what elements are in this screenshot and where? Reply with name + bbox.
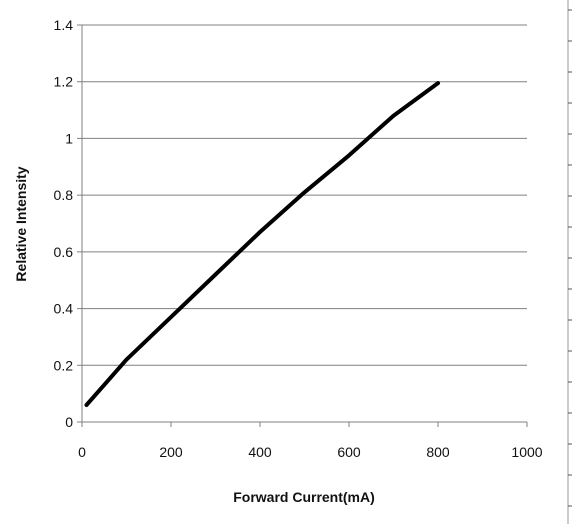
y-tick-label-2: 0.4 [54,301,74,317]
x-tick-label-5: 1000 [511,444,542,460]
grid-lines [82,24,527,366]
series-layer [84,81,440,407]
axes [77,24,528,427]
x-tick-labels: 0 200 400 600 800 1000 [78,444,543,460]
x-tick-label-4: 800 [426,444,450,460]
y-tick-label-3: 0.6 [54,244,74,260]
x-tick-label-3: 600 [337,444,361,460]
x-axis-title: Forward Current(mA) [233,489,375,505]
y-tick-label-4: 0.8 [54,187,74,203]
y-tick-label-0: 0 [65,414,73,430]
x-tick-label-1: 200 [159,444,183,460]
y-tick-label-5: 1 [65,130,73,146]
y-tick-label-6: 1.2 [54,74,74,90]
x-tick-label-0: 0 [78,444,86,460]
y-tick-label-7: 1.4 [54,17,74,33]
y-tick-labels: 0 0.2 0.4 0.6 0.8 1 1.2 1.4 [54,17,74,430]
series-line-0 [84,81,440,407]
y-axis-title: Relative Intensity [13,166,29,281]
right-border [567,0,572,524]
x-tick-label-2: 400 [248,444,272,460]
y-tick-label-1: 0.2 [54,357,74,373]
